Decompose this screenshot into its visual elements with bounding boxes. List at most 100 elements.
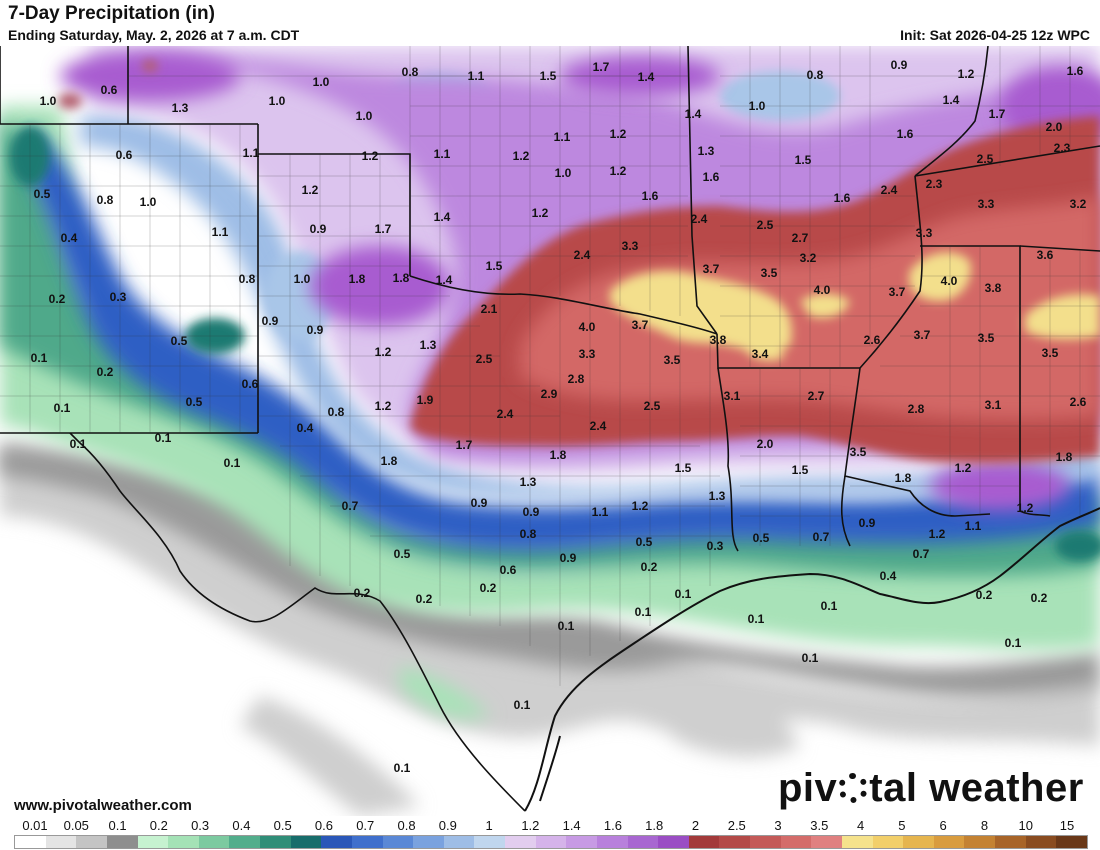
precip-value-label: 1.3: [420, 338, 437, 352]
scale-tick-label: 3: [774, 818, 782, 833]
precip-value-label: 1.7: [375, 222, 392, 236]
scale-swatch: [872, 836, 904, 848]
precip-value-label: 2.6: [864, 333, 881, 347]
scale-swatch: [1056, 836, 1087, 848]
precipitation-color-scale: 0.01 0.05 0.1 0.2 0.3 0.4 0.5 0.6 0.7 0.8 0.9 1 1.2 1…: [0, 816, 1100, 850]
precip-value-label: 1.1: [554, 130, 571, 144]
precip-value-label: 3.7: [703, 262, 720, 276]
precipitation-map[interactable]: 1.0 0.6 1.3 1.0 1.0 0.8 1.1 1.5 1.7 1.4 0.8 0.9 1.2 1…: [0, 46, 1100, 816]
precip-value-label: 1.0: [269, 94, 286, 108]
precip-value-label: 3.2: [1070, 197, 1087, 211]
precip-value-label: 0.3: [110, 290, 127, 304]
precip-value-label: 2.3: [1054, 141, 1071, 155]
precip-value-label: 1.0: [749, 99, 766, 113]
precip-value-label: 1.2: [632, 499, 649, 513]
coastline: [524, 507, 1100, 812]
website-url[interactable]: www.pivotalweather.com: [14, 797, 192, 814]
precip-value-label: 1.5: [675, 461, 692, 475]
scale-swatch: [505, 836, 536, 848]
precip-value-label: 0.8: [97, 193, 114, 207]
scale-tick-label: 4: [856, 818, 865, 833]
precip-value-label: 2.0: [1046, 120, 1063, 134]
precip-value-label: 0.2: [1031, 591, 1048, 605]
precip-value-label: 1.5: [792, 463, 809, 477]
precip-value-label: 1.4: [638, 70, 655, 84]
precip-value-label: 1.8: [895, 471, 912, 485]
precip-value-label: 0.1: [31, 351, 48, 365]
precip-value-label: 1.2: [375, 399, 392, 413]
precip-value-label: 1.3: [698, 144, 715, 158]
precip-value-label: 0.1: [155, 431, 172, 445]
scale-swatch: [535, 836, 567, 848]
scale-swatch: [382, 836, 414, 848]
map-header: 7-Day Precipitation (in) Ending Saturday…: [0, 0, 1100, 46]
precip-value-label: 0.5: [753, 531, 770, 545]
scale-swatch: [15, 836, 46, 848]
precip-value-label: 3.7: [889, 285, 906, 299]
scale-swatch: [321, 836, 352, 848]
precip-value-label: 1.7: [593, 60, 610, 74]
scale-tick-label: 1.2: [521, 818, 540, 833]
scale-tick-label: 0.05: [63, 818, 89, 833]
precip-value-label: 1.2: [610, 127, 627, 141]
precip-value-label: 2.7: [792, 231, 809, 245]
precip-value-label: 1.8: [349, 272, 366, 286]
gear-icon: [838, 773, 869, 803]
precip-value-label: 1.0: [140, 195, 157, 209]
precip-value-label: 1.6: [897, 127, 914, 141]
scale-swatch: [76, 836, 107, 848]
scale-swatch: [811, 836, 842, 848]
precip-value-label: 2.4: [497, 407, 514, 421]
precip-value-label: 2.3: [926, 177, 943, 191]
precip-value-label: 3.1: [724, 389, 741, 403]
precip-value-label: 0.1: [394, 761, 411, 775]
precip-value-label: 3.7: [632, 318, 649, 332]
precip-value-label: 1.8: [381, 454, 398, 468]
precip-value-label: 0.1: [802, 651, 819, 665]
scale-swatch: [780, 836, 812, 848]
precip-value-label: 0.1: [54, 401, 71, 415]
scale-swatch: [229, 836, 260, 848]
precip-value-label: 0.8: [328, 405, 345, 419]
precip-value-label: 0.9: [891, 58, 908, 72]
precip-value-label: 3.3: [916, 226, 933, 240]
precip-value-label: 0.9: [307, 323, 324, 337]
precip-value-label: 0.5: [394, 547, 411, 561]
precip-value-label: 0.9: [310, 222, 327, 236]
scale-swatch: [137, 836, 169, 848]
precip-value-label: 1.0: [294, 272, 311, 286]
scale-tick-label: 1.6: [603, 818, 622, 833]
scale-swatch: [841, 836, 873, 848]
precip-value-label: 1.1: [592, 505, 609, 519]
precip-value-label: 0.9: [471, 496, 488, 510]
precip-value-label: 0.2: [354, 586, 371, 600]
precip-value-label: 0.6: [242, 377, 259, 391]
scale-swatch: [106, 836, 138, 848]
precip-value-label: 0.8: [520, 527, 537, 541]
scale-swatch: [627, 836, 659, 848]
precip-value-label: 0.1: [748, 612, 765, 626]
brand-text-right: tal weather: [869, 766, 1084, 810]
scale-tick-label: 10: [1018, 818, 1033, 833]
precip-value-label: 0.8: [239, 272, 256, 286]
precip-value-label: 2.5: [757, 218, 774, 232]
precip-value-label: 1.0: [313, 75, 330, 89]
precip-value-label: 2.5: [644, 399, 661, 413]
init-time: Init: Sat 2026-04-25 12z WPC: [900, 27, 1090, 43]
scale-tick-label: 0.3: [191, 818, 210, 833]
scale-tick-labels: 0.01 0.05 0.1 0.2 0.3 0.4 0.5 0.6 0.7 0.8 0.9 1 1.2 1…: [0, 818, 1100, 834]
precip-value-label: 3.8: [985, 281, 1002, 295]
precip-value-label: 3.5: [850, 445, 867, 459]
scale-swatch: [750, 836, 781, 848]
precip-value-label: 2.5: [476, 352, 493, 366]
precip-value-label: 1.6: [642, 189, 659, 203]
precip-value-label: 0.1: [675, 587, 692, 601]
precip-value-label: 0.4: [61, 231, 78, 245]
precip-value-label: 3.5: [1042, 346, 1059, 360]
scale-tick-label: 0.4: [232, 818, 251, 833]
precip-value-label: 3.5: [664, 353, 681, 367]
scale-tick-label: 0.5: [273, 818, 292, 833]
scale-swatch: [290, 836, 322, 848]
precip-value-label: 0.1: [635, 605, 652, 619]
precip-value-label: 1.3: [520, 475, 537, 489]
